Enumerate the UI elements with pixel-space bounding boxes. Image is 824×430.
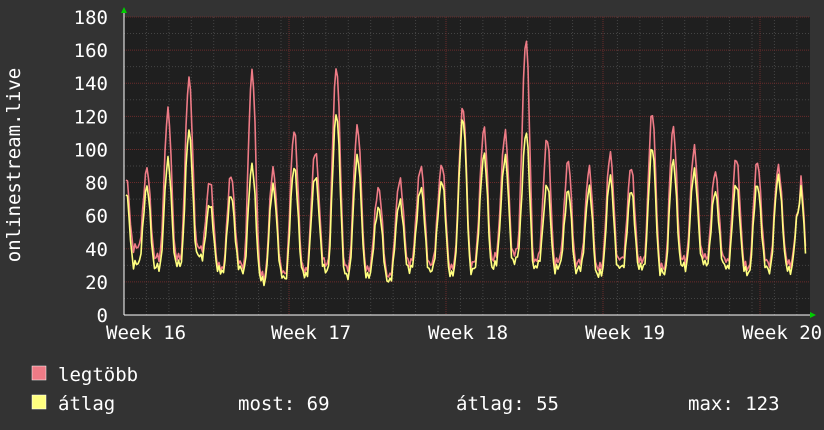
y-tick-label: 40 bbox=[85, 239, 108, 261]
y-axis-arrow bbox=[121, 7, 127, 13]
legend: legtöbb átlag most: 69 átlag: 55 max: 12… bbox=[31, 364, 780, 415]
legend-swatch-atlag bbox=[31, 394, 47, 410]
series-line-atlag bbox=[125, 114, 807, 287]
x-axis-arrow bbox=[810, 312, 816, 318]
y-tick-label: 120 bbox=[74, 106, 108, 128]
y-tick-labels: 0 20 40 60 80 100 120 140 160 180 bbox=[74, 7, 108, 327]
y-tick-label: 100 bbox=[74, 139, 108, 161]
stat-atlag: átlag: 55 bbox=[456, 393, 559, 415]
legend-label-atlag: átlag bbox=[58, 393, 115, 415]
grid-major bbox=[124, 16, 810, 315]
y-tick-label: 180 bbox=[74, 7, 108, 29]
x-tick-label: Week 18 bbox=[428, 322, 508, 344]
x-tick-label: Week 17 bbox=[271, 322, 351, 344]
axes bbox=[121, 7, 816, 318]
y-tick-label: 60 bbox=[85, 206, 108, 228]
x-tick-labels: Week 16 Week 17 Week 18 Week 19 Week 20 bbox=[106, 322, 822, 344]
x-tick-label: Week 19 bbox=[585, 322, 665, 344]
x-tick-label: Week 20 bbox=[742, 322, 822, 344]
y-tick-label: 140 bbox=[74, 73, 108, 95]
series-layer bbox=[125, 40, 807, 287]
legend-label-legtobb: legtöbb bbox=[58, 364, 138, 386]
y-axis-label: onlinestream.live bbox=[3, 68, 25, 262]
stat-most: most: 69 bbox=[238, 393, 330, 415]
legend-swatch-legtobb bbox=[31, 365, 47, 381]
y-tick-label: 160 bbox=[74, 40, 108, 62]
x-tick-label: Week 16 bbox=[106, 322, 186, 344]
y-tick-label: 0 bbox=[97, 305, 108, 327]
y-tick-label: 20 bbox=[85, 272, 108, 294]
y-tick-label: 80 bbox=[85, 173, 108, 195]
stat-max: max: 123 bbox=[688, 393, 780, 415]
